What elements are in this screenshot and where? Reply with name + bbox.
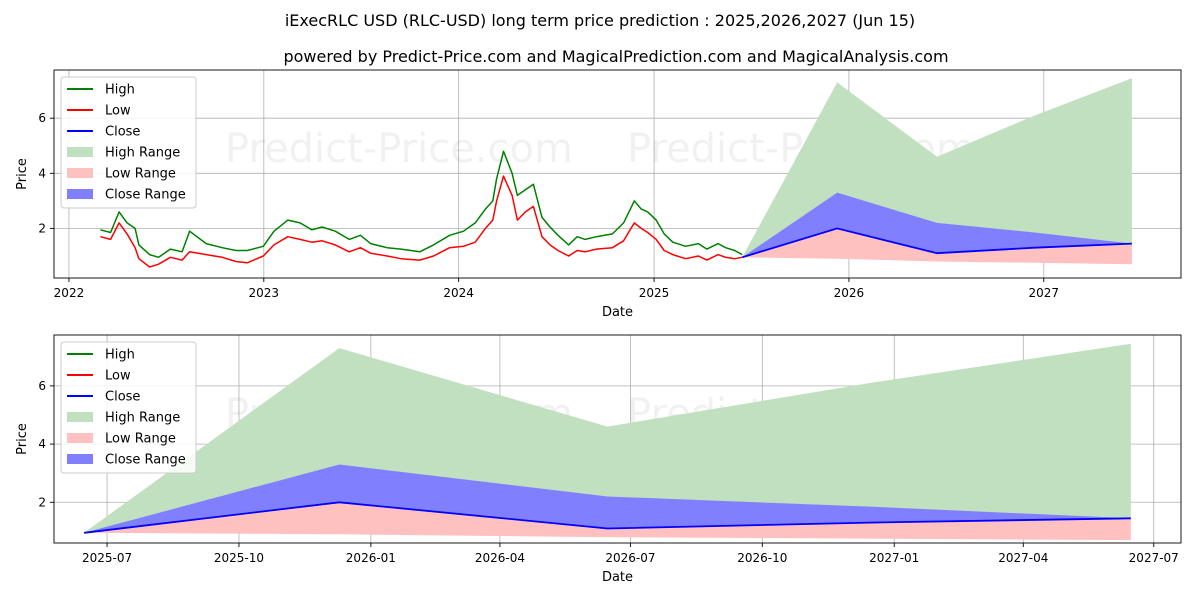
high-series-line	[100, 150, 743, 259]
y-tick-label: 2	[38, 495, 46, 509]
legend-label: High Range	[105, 146, 180, 161]
forecast-zoom-chart-panel: Predict-Price.comPredict-Price.com2025-0…	[15, 334, 1182, 585]
y-tick-label: 4	[38, 166, 46, 180]
x-tick-label: 2027-04	[998, 551, 1048, 565]
legend-label: Close	[105, 125, 140, 140]
x-tick-label: 2025-10	[214, 551, 264, 565]
low-series-line	[100, 175, 743, 268]
legend-label: Low Range	[105, 167, 176, 182]
close-series-line	[741, 227, 1132, 259]
y-axis: 2 4 6 Price	[15, 111, 54, 235]
legend-swatch	[67, 454, 93, 464]
close-series-line	[83, 501, 1131, 534]
legend: High Low Close High Range Low Range Close Ran…	[60, 76, 197, 209]
x-tick-label: 2023	[249, 286, 280, 300]
x-tick-label: 2025-07	[82, 551, 132, 565]
x-axis: 2025-07 2025-10 2026-01 2026-04 2026-07 2026-…	[82, 543, 1179, 585]
x-axis: 2022 2023 2024 2025 2026 2027 Date	[54, 278, 1059, 320]
y-tick-label: 4	[38, 437, 46, 451]
y-tick-label: 6	[38, 379, 46, 393]
legend-swatch	[67, 412, 93, 422]
x-axis-label: Date	[602, 570, 633, 585]
x-tick-label: 2024	[443, 286, 474, 300]
watermark-text: Predict-Price.com	[225, 126, 573, 172]
x-tick-label: 2026-10	[737, 551, 787, 565]
close-range-area	[84, 464, 1131, 533]
y-axis-label: Price	[15, 158, 30, 190]
legend-label: Low	[105, 104, 131, 119]
axes-frame	[53, 69, 1182, 279]
y-axis-label: Price	[15, 423, 30, 455]
x-tick-label: 2025	[639, 286, 670, 300]
legend-label: High	[105, 348, 135, 363]
x-tick-label: 2022	[54, 286, 85, 300]
x-tick-label: 2027	[1029, 286, 1060, 300]
x-tick-label: 2026-01	[346, 551, 396, 565]
y-tick-label: 6	[38, 111, 46, 125]
legend-label: High	[105, 83, 135, 98]
low-range-area	[84, 502, 1131, 541]
legend: High Low Close High Range Low Range Close Ran…	[60, 341, 197, 474]
x-tick-label: 2026	[834, 286, 865, 300]
close-range-area	[742, 192, 1132, 258]
chart-title: iExecRLC USD (RLC-USD) long term price p…	[285, 11, 915, 30]
y-axis: 2 4 6 Price	[15, 379, 54, 509]
legend-label: Close Range	[105, 188, 186, 203]
legend-label: Low Range	[105, 432, 176, 447]
x-tick-label: 2027-07	[1129, 551, 1179, 565]
x-tick-label: 2026-07	[605, 551, 655, 565]
legend-label: Close	[105, 390, 140, 405]
low-range-area	[742, 228, 1132, 265]
legend-box	[60, 341, 197, 474]
legend-swatch	[67, 147, 93, 157]
legend-label: Close Range	[105, 453, 186, 468]
legend-swatch	[67, 189, 93, 199]
legend-swatch	[67, 168, 93, 178]
x-tick-label: 2026-04	[475, 551, 525, 565]
legend-label: High Range	[105, 411, 180, 426]
plot-area	[83, 343, 1131, 541]
y-tick-label: 2	[38, 221, 46, 235]
axes-frame	[53, 334, 1182, 544]
x-axis-label: Date	[602, 305, 633, 320]
legend-label: Low	[105, 369, 131, 384]
legend-swatch	[67, 433, 93, 443]
legend-box	[60, 76, 197, 209]
plot-area	[100, 78, 1132, 268]
x-tick-label: 2027-01	[869, 551, 919, 565]
chart-subtitle: powered by Predict-Price.com and Magical…	[283, 47, 948, 66]
